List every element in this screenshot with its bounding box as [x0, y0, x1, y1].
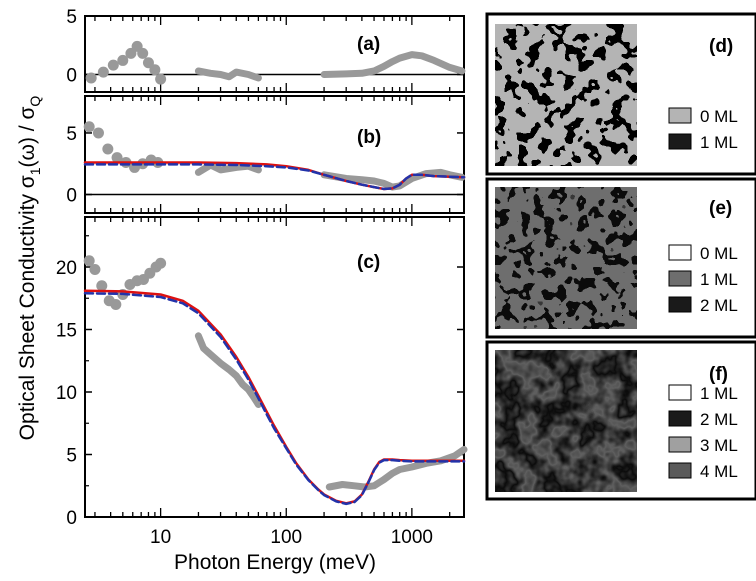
legend-swatch [668, 133, 692, 150]
legend-label: 1 ML [700, 133, 738, 152]
data-point [97, 66, 109, 78]
panel-b-frame [84, 95, 465, 214]
fit-curve-dashed [83, 163, 466, 191]
legend-swatch [668, 410, 692, 427]
x-axis-title: Photon Energy (meV) [174, 551, 376, 574]
legend-label: 2 ML [700, 410, 738, 429]
legend-swatch [668, 244, 692, 261]
legend-label: 1 ML [700, 384, 738, 403]
y-tick-label: 5 [66, 124, 77, 145]
data-point [137, 47, 149, 59]
x-tick-label: 100 [270, 527, 302, 548]
data-point [142, 57, 154, 69]
legend-swatch [668, 436, 692, 453]
data-point [155, 257, 167, 269]
inset-d-label: (d) [709, 36, 733, 57]
y-tick-label: 20 [56, 258, 77, 279]
data-point [96, 280, 108, 292]
data-point [92, 127, 104, 139]
legend-label: 4 ML [700, 462, 738, 481]
inset-e-texture [495, 187, 637, 329]
legend-swatch [668, 270, 692, 287]
data-point [107, 59, 119, 71]
inset-d-texture [495, 24, 637, 166]
panel-c-label: (c) [357, 252, 380, 273]
y-tick-label: 10 [56, 383, 77, 404]
fit-curve-dashed [83, 292, 466, 506]
legend-swatch [668, 462, 692, 479]
data-point [83, 255, 95, 267]
y-tick-label: 0 [66, 508, 77, 529]
legend-label: 0 ML [700, 107, 738, 126]
inset-d: (d) [485, 12, 756, 176]
data-point [155, 73, 167, 85]
data-band [325, 446, 468, 491]
y-axis-title: Optical Sheet Conductivity σ1(ω) / σQ [16, 96, 43, 441]
y-tick-label: 15 [56, 321, 77, 342]
data-point [89, 264, 101, 275]
legend-label: 0 ML [700, 244, 738, 263]
data-point [83, 121, 95, 133]
data-band [194, 161, 262, 176]
legend-label: 2 ML [700, 296, 738, 315]
inset-f: (f) [485, 340, 756, 501]
data-point [149, 64, 161, 76]
inset-f-label: (f) [709, 364, 728, 385]
panel-c-frame [84, 216, 465, 518]
panel-a-plot: 05 [66, 7, 466, 92]
data-band [194, 332, 262, 408]
panel-a-label: (a) [357, 34, 380, 55]
data-point [110, 299, 122, 310]
data-band [194, 67, 262, 82]
y-tick-label: 5 [66, 446, 77, 467]
inset-legends: 0 ML 1 ML 0 ML 1 ML 2 ML 1 ML 2 ML 3 ML 4 ML [668, 107, 738, 481]
data-point [85, 72, 97, 84]
data-point [102, 143, 114, 155]
legend-swatch [668, 107, 692, 124]
y-tick-label: 0 [66, 65, 77, 86]
panel-c-plot: 0 5 10 15 20 10 100 1000 [56, 217, 468, 548]
inset-f-texture [495, 350, 637, 492]
x-tick-label: 1000 [391, 527, 433, 548]
data-band [320, 51, 466, 78]
y-tick-label: 0 [66, 186, 77, 207]
panel-b-label: (b) [357, 127, 381, 148]
data-point [111, 152, 123, 164]
legend-swatch [668, 384, 692, 401]
legend-label: 3 ML [700, 436, 738, 455]
legend-swatch [668, 296, 692, 313]
y-tick-label: 5 [66, 7, 77, 28]
inset-e: (e) [485, 177, 756, 339]
inset-e-label: (e) [709, 198, 732, 219]
legend-label: 1 ML [700, 270, 738, 289]
panel-b-plot: 05 [66, 96, 466, 213]
x-tick-label: 10 [150, 527, 171, 548]
data-point [117, 54, 129, 66]
